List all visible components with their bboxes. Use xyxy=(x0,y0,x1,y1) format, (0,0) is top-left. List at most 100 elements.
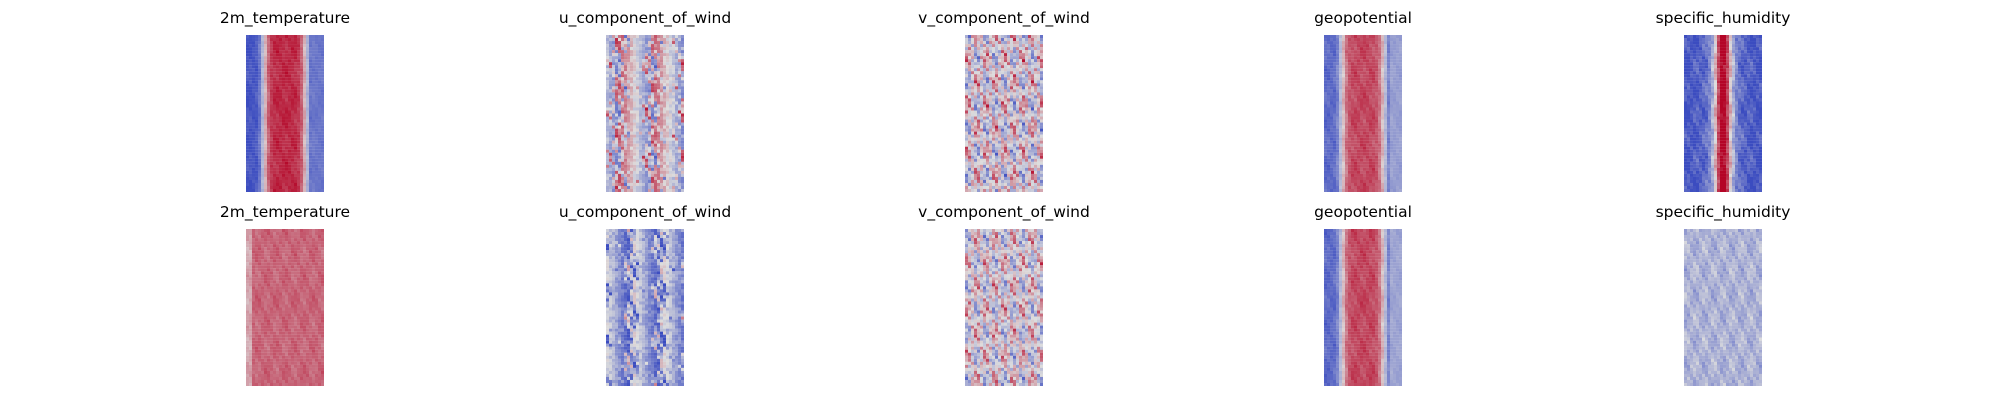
heatmap-cell xyxy=(639,176,643,180)
heatmap-cell xyxy=(1327,56,1331,60)
heatmap-cell xyxy=(968,170,972,174)
heatmap-cell xyxy=(255,44,259,48)
heatmap-cell xyxy=(1339,89,1343,93)
heatmap-cell xyxy=(1040,140,1043,144)
heatmap-cell xyxy=(309,128,313,132)
heatmap-cell xyxy=(669,38,673,42)
heatmap-cell xyxy=(636,35,640,39)
heatmap-cell xyxy=(615,65,619,69)
heatmap-cell xyxy=(666,146,670,150)
heatmap-cell xyxy=(669,182,673,187)
heatmap-cell xyxy=(1342,86,1346,90)
heatmap-cell xyxy=(276,74,280,78)
heatmap-cell xyxy=(1007,158,1011,162)
heatmap-cell xyxy=(1399,116,1402,120)
heatmap-cell xyxy=(312,101,316,105)
heatmap-cell xyxy=(980,137,984,141)
heatmap-cell xyxy=(1357,56,1361,60)
heatmap-cell xyxy=(1001,161,1005,165)
heatmap-cell xyxy=(651,140,655,144)
heatmap-cell xyxy=(261,128,265,132)
heatmap-cell xyxy=(657,140,661,144)
heatmap-cell xyxy=(288,125,292,129)
heatmap-cell xyxy=(681,155,684,159)
heatmap-cell xyxy=(297,131,301,135)
heatmap-cell xyxy=(279,155,283,159)
heatmap-cell xyxy=(1372,68,1376,72)
heatmap-cell xyxy=(1327,74,1331,78)
heatmap-cell xyxy=(663,74,667,78)
heatmap-cell xyxy=(321,80,324,84)
heatmap-cell xyxy=(612,44,616,48)
heatmap-cell xyxy=(1387,50,1391,54)
heatmap-cell xyxy=(666,131,670,135)
heatmap-cell xyxy=(1028,116,1032,120)
heatmap-cell xyxy=(1001,185,1005,190)
heatmap-cell xyxy=(645,50,649,54)
heatmap-cell xyxy=(258,107,262,111)
heatmap-cell xyxy=(1019,137,1023,141)
heatmap-cell xyxy=(992,68,996,72)
heatmap-cell xyxy=(1387,59,1391,63)
heatmap-cell xyxy=(1390,101,1394,105)
heatmap-cell xyxy=(282,167,286,171)
heatmap-cell xyxy=(1384,116,1388,120)
heatmap-cell xyxy=(675,113,679,117)
heatmap-cell xyxy=(1040,167,1043,171)
heatmap-cell xyxy=(261,170,265,174)
heatmap-cell xyxy=(1327,101,1331,105)
heatmap-cell xyxy=(303,38,307,42)
heatmap-cell xyxy=(612,80,616,84)
heatmap-cell xyxy=(264,152,268,156)
heatmap-cell xyxy=(678,92,682,96)
heatmap-cell xyxy=(318,104,322,108)
heatmap-cell xyxy=(285,59,289,63)
heatmap-cell xyxy=(974,107,978,111)
heatmap-cell xyxy=(1342,44,1346,48)
heatmap-cell xyxy=(273,143,277,147)
heatmap-cell xyxy=(1375,35,1379,39)
heatmap-cell xyxy=(980,47,984,51)
heatmap-cell xyxy=(1031,188,1035,192)
heatmap-cell xyxy=(615,107,619,111)
heatmap-cell xyxy=(285,83,289,87)
heatmap-cell xyxy=(654,110,658,114)
heatmap-cell xyxy=(1013,167,1017,171)
heatmap-cell xyxy=(300,134,304,138)
heatmap-cell xyxy=(615,50,619,54)
heatmap-cell xyxy=(965,50,969,54)
heatmap-cell xyxy=(663,113,667,117)
heatmap-cell xyxy=(1345,74,1349,78)
heatmap-cell xyxy=(1345,95,1349,99)
heatmap-cell xyxy=(291,131,295,135)
heatmap-cell xyxy=(252,50,256,54)
heatmap-cell xyxy=(1381,113,1385,117)
heatmap-cell xyxy=(306,146,310,150)
heatmap-cell xyxy=(678,68,682,72)
heatmap-cell xyxy=(300,68,304,72)
heatmap-cell xyxy=(267,173,271,177)
heatmap-cell xyxy=(246,47,250,51)
heatmap-cell xyxy=(681,152,684,156)
heatmap-cell xyxy=(627,74,631,78)
heatmap-cell xyxy=(1387,80,1391,84)
heatmap-cell xyxy=(1330,65,1334,69)
heatmap-cell xyxy=(986,50,990,54)
heatmap-cell xyxy=(261,185,265,190)
heatmap-cell xyxy=(303,62,307,66)
heatmap-cell xyxy=(1333,83,1337,87)
heatmap-cell xyxy=(1357,71,1361,75)
heatmap-cell xyxy=(1031,122,1035,126)
heatmap-cell xyxy=(267,119,271,123)
heatmap-cell xyxy=(1348,92,1352,96)
heatmap-cell xyxy=(965,185,969,190)
heatmap-cell xyxy=(249,158,253,162)
heatmap-cell xyxy=(675,44,679,48)
heatmap-cell xyxy=(974,38,978,42)
heatmap-cell xyxy=(300,164,304,168)
heatmap-cell xyxy=(300,107,304,111)
heatmap-cell xyxy=(1010,35,1014,39)
heatmap-cell xyxy=(1333,89,1337,93)
heatmap-cell xyxy=(672,74,676,78)
heatmap-cell xyxy=(1007,122,1011,126)
